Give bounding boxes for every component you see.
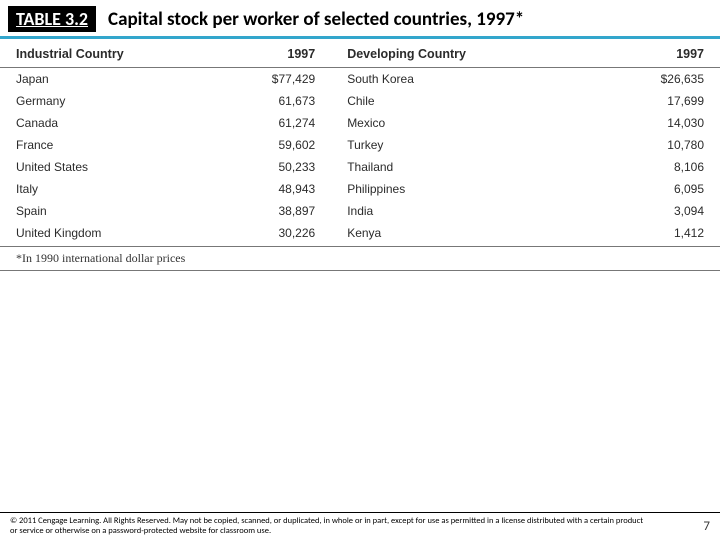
cell: Spain xyxy=(0,200,202,222)
col-header: Industrial Country xyxy=(0,39,202,68)
cell: 6,095 xyxy=(547,178,720,200)
cell: Thailand xyxy=(331,156,547,178)
capital-stock-table: Industrial Country 1997 Developing Count… xyxy=(0,39,720,271)
table-title: Capital stock per worker of selected cou… xyxy=(108,8,524,31)
col-header: 1997 xyxy=(547,39,720,68)
cell: $26,635 xyxy=(547,68,720,91)
cell: France xyxy=(0,134,202,156)
table-row: Japan $77,429 South Korea $26,635 xyxy=(0,68,720,91)
cell: 1,412 xyxy=(547,222,720,247)
cell: 50,233 xyxy=(202,156,332,178)
cell: Turkey xyxy=(331,134,547,156)
table-row: Canada 61,274 Mexico 14,030 xyxy=(0,112,720,134)
page-number: 7 xyxy=(703,519,710,534)
table-label: TABLE 3.2 xyxy=(8,6,96,32)
cell: Canada xyxy=(0,112,202,134)
cell: United States xyxy=(0,156,202,178)
footer: © 2011 Cengage Learning. All Rights Rese… xyxy=(0,512,720,540)
footnote: *In 1990 international dollar prices xyxy=(0,247,720,271)
cell: Philippines xyxy=(331,178,547,200)
cell: 59,602 xyxy=(202,134,332,156)
cell: 61,274 xyxy=(202,112,332,134)
cell: Italy xyxy=(0,178,202,200)
table-header-row: Industrial Country 1997 Developing Count… xyxy=(0,39,720,68)
cell: 61,673 xyxy=(202,90,332,112)
table-row: Italy 48,943 Philippines 6,095 xyxy=(0,178,720,200)
cell: Kenya xyxy=(331,222,547,247)
copyright-text: © 2011 Cengage Learning. All Rights Rese… xyxy=(10,516,650,536)
footnote-row: *In 1990 international dollar prices xyxy=(0,247,720,271)
col-header: Developing Country xyxy=(331,39,547,68)
cell: 10,780 xyxy=(547,134,720,156)
cell: 30,226 xyxy=(202,222,332,247)
title-bar: TABLE 3.2 Capital stock per worker of se… xyxy=(0,0,720,39)
cell: 8,106 xyxy=(547,156,720,178)
cell: South Korea xyxy=(331,68,547,91)
table-row: Germany 61,673 Chile 17,699 xyxy=(0,90,720,112)
cell: United Kingdom xyxy=(0,222,202,247)
table-row: United Kingdom 30,226 Kenya 1,412 xyxy=(0,222,720,247)
cell: 3,094 xyxy=(547,200,720,222)
col-header: 1997 xyxy=(202,39,332,68)
cell: India xyxy=(331,200,547,222)
cell: 17,699 xyxy=(547,90,720,112)
table-row: Spain 38,897 India 3,094 xyxy=(0,200,720,222)
cell: 48,943 xyxy=(202,178,332,200)
cell: Mexico xyxy=(331,112,547,134)
table-row: France 59,602 Turkey 10,780 xyxy=(0,134,720,156)
cell: 14,030 xyxy=(547,112,720,134)
cell: Germany xyxy=(0,90,202,112)
table-row: United States 50,233 Thailand 8,106 xyxy=(0,156,720,178)
cell: Chile xyxy=(331,90,547,112)
cell: $77,429 xyxy=(202,68,332,91)
cell: Japan xyxy=(0,68,202,91)
cell: 38,897 xyxy=(202,200,332,222)
